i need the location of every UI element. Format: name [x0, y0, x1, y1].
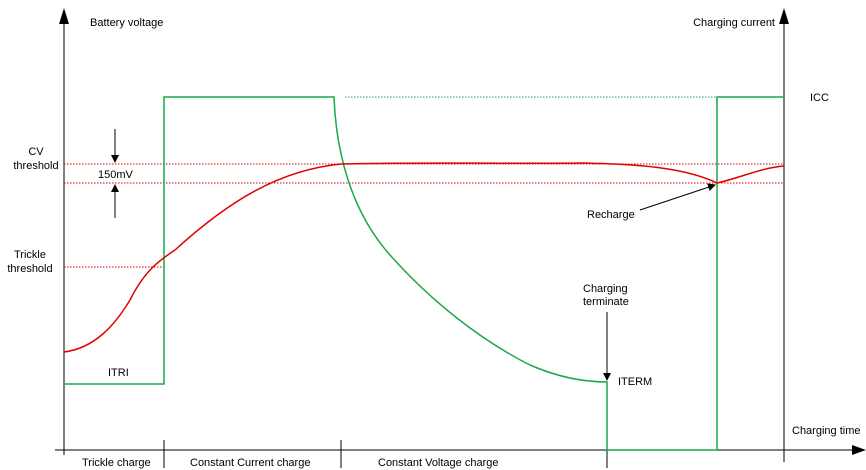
- recharge-leader-line: [639, 183, 716, 211]
- cv-threshold-label: CV: [28, 146, 44, 158]
- trickle-threshold-label: Trickle: [14, 249, 46, 261]
- right-y-axis-arrow-icon: [779, 8, 789, 24]
- icc-label: ICC: [810, 92, 829, 104]
- right-axis-title: Charging current: [693, 17, 775, 29]
- phase-label-constant-voltage: Constant Voltage charge: [378, 457, 498, 469]
- phase-label-constant-current: Constant Current charge: [190, 457, 310, 469]
- left-axis-title: Battery voltage: [90, 17, 163, 29]
- phase-label-trickle: Trickle charge: [82, 457, 151, 469]
- cv-threshold-label: threshold: [13, 160, 58, 172]
- charging-terminate-label: Charging: [583, 283, 628, 295]
- delta-voltage-label: 150mV: [98, 169, 134, 181]
- left-y-axis-arrow-icon: [59, 8, 69, 24]
- recharge-label: Recharge: [587, 209, 635, 221]
- battery-voltage-curve: [63, 162, 785, 353]
- itri-label: ITRI: [108, 367, 129, 379]
- x-axis-title: Charging time: [792, 425, 860, 437]
- charging-current-curve: [64, 96, 784, 451]
- iterm-label: ITERM: [618, 376, 652, 388]
- charging-terminate-label: terminate: [583, 296, 629, 308]
- x-axis-arrow-icon: [852, 445, 866, 455]
- trickle-threshold-label: threshold: [7, 263, 52, 275]
